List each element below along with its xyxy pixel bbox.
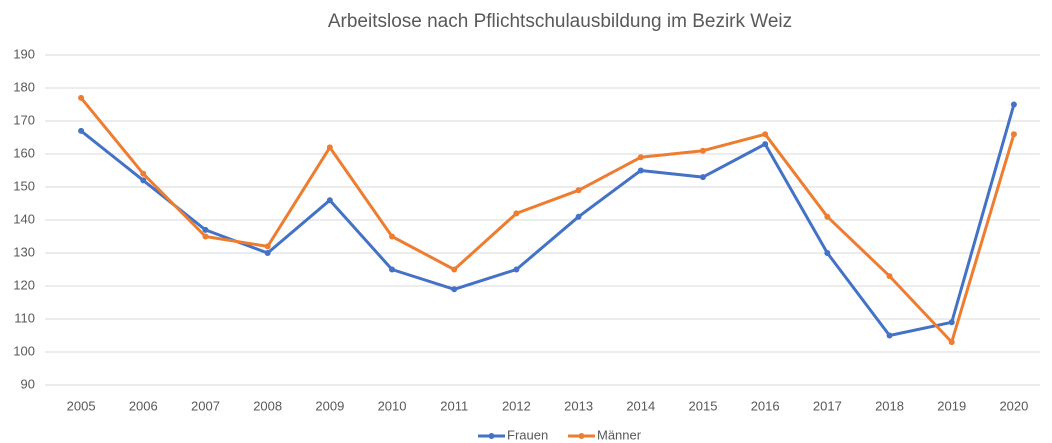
- data-point: [699, 174, 706, 181]
- x-tick-label: 2019: [937, 398, 966, 413]
- x-tick-label: 2008: [253, 398, 282, 413]
- data-point: [451, 266, 458, 273]
- y-tick-label: 180: [13, 79, 35, 94]
- data-point: [948, 339, 955, 346]
- x-tick-label: 2014: [626, 398, 655, 413]
- y-tick-label: 120: [13, 277, 35, 292]
- data-point: [513, 266, 520, 273]
- x-tick-label: 2020: [999, 398, 1028, 413]
- legend-marker: [488, 433, 495, 439]
- data-point: [140, 170, 147, 177]
- data-point: [699, 147, 706, 154]
- data-point: [326, 144, 333, 151]
- data-point: [886, 273, 893, 280]
- x-tick-label: 2012: [502, 398, 531, 413]
- x-tick-label: 2018: [875, 398, 904, 413]
- data-point: [1010, 131, 1017, 138]
- data-point: [824, 250, 831, 256]
- data-point: [762, 141, 769, 148]
- x-tick-label: 2016: [751, 398, 780, 413]
- data-point: [140, 177, 147, 184]
- data-point: [762, 131, 769, 138]
- x-tick-label: 2006: [129, 398, 158, 413]
- data-point: [389, 233, 396, 240]
- data-point: [575, 187, 582, 194]
- data-point: [513, 210, 520, 217]
- y-tick-label: 170: [13, 112, 35, 127]
- legend-label: Frauen: [507, 427, 548, 442]
- data-point: [451, 286, 458, 293]
- data-point: [326, 197, 333, 204]
- y-tick-label: 190: [13, 46, 35, 61]
- x-tick-label: 2007: [191, 398, 220, 413]
- data-point: [264, 243, 271, 250]
- y-tick-label: 100: [13, 343, 35, 358]
- data-point: [389, 266, 396, 273]
- data-point: [202, 226, 209, 233]
- series-line: [79, 96, 1016, 344]
- data-point: [575, 213, 582, 220]
- data-point: [264, 250, 271, 256]
- data-point: [78, 94, 85, 101]
- x-tick-label: 2017: [813, 398, 842, 413]
- data-point: [637, 167, 644, 174]
- x-tick-label: 2011: [440, 398, 468, 413]
- y-tick-label: 130: [13, 244, 35, 259]
- data-point: [824, 213, 831, 220]
- data-point: [1010, 101, 1017, 108]
- y-tick-label: 90: [21, 376, 35, 391]
- y-tick-label: 110: [14, 310, 35, 325]
- y-tick-label: 140: [13, 211, 35, 226]
- x-tick-label: 2010: [378, 398, 407, 413]
- y-tick-label: 160: [13, 145, 35, 160]
- chart-title: Arbeitslose nach Pflichtschulausbildung …: [328, 11, 792, 32]
- x-tick-label: 2009: [315, 398, 344, 413]
- y-tick-label: 150: [13, 178, 35, 193]
- x-tick-label: 2005: [67, 398, 96, 413]
- data-point: [948, 319, 955, 326]
- data-point: [886, 332, 893, 339]
- x-tick-label: 2013: [564, 398, 593, 413]
- legend-label: Männer: [597, 427, 642, 442]
- data-point: [78, 127, 85, 134]
- data-point: [637, 154, 644, 161]
- x-tick-label: 2015: [689, 398, 718, 413]
- data-point: [202, 233, 209, 240]
- legend-marker: [578, 433, 585, 439]
